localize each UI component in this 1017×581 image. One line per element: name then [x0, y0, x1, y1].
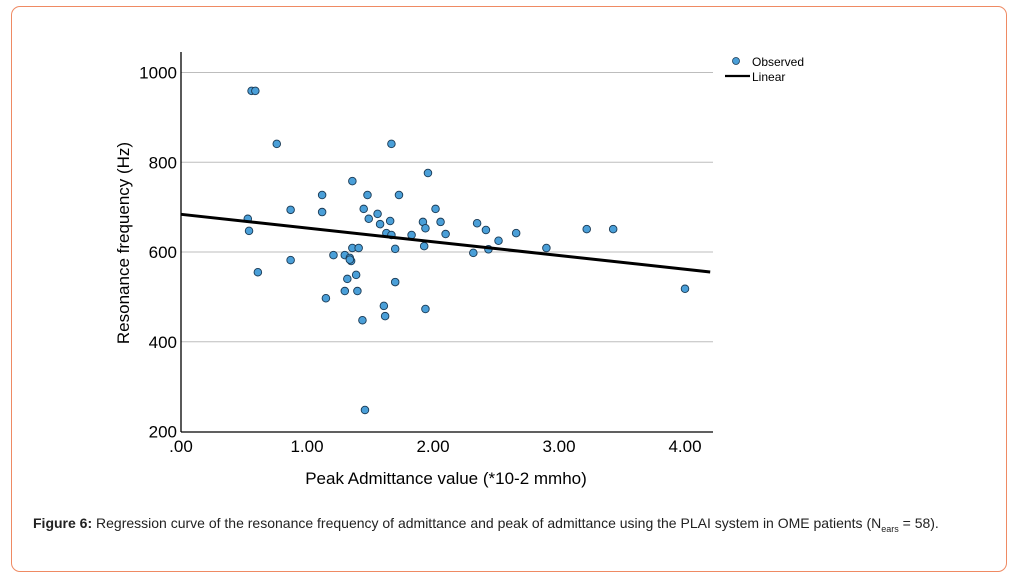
data-point — [358, 315, 367, 325]
x-tick-label: .00 — [169, 437, 193, 456]
linear-regression-line — [180, 212, 711, 274]
data-point — [431, 204, 440, 214]
data-point — [253, 267, 263, 277]
data-point — [421, 223, 430, 233]
data-point — [340, 286, 350, 296]
y-tick-label: 400 — [149, 333, 177, 352]
x-tick-label: 2.00 — [416, 437, 449, 456]
data-point — [317, 207, 327, 217]
data-point — [469, 248, 478, 258]
figure-frame — [11, 6, 1007, 572]
data-point — [251, 86, 260, 96]
x-tick-label: 1.00 — [290, 437, 323, 456]
data-point — [421, 304, 430, 314]
legend: Observed Linear — [725, 55, 804, 84]
data-point — [348, 176, 357, 186]
y-tick-label: 600 — [149, 243, 177, 262]
data-point — [286, 255, 295, 265]
data-point — [345, 255, 355, 264]
data-point — [353, 286, 362, 296]
data-point — [375, 219, 385, 229]
data-point — [394, 190, 404, 200]
data-point — [680, 284, 690, 294]
data-point — [360, 405, 370, 415]
data-point — [385, 216, 395, 226]
legend-observed-label: Observed — [752, 55, 804, 69]
data-point — [407, 230, 416, 240]
y-axis-label: Resonance frequency (Hz) — [114, 142, 133, 344]
legend-linear-label: Linear — [752, 70, 785, 84]
data-point — [373, 209, 382, 219]
caption-text-end: = 58). — [898, 515, 939, 531]
scatter-chart: 200 400 600 800 1000 .00 1.00 2.00 3.00 4.00 Res… — [114, 52, 804, 488]
legend-observed-marker — [732, 57, 740, 65]
data-point — [390, 244, 400, 254]
y-tick-label: 200 — [149, 423, 177, 442]
data-point — [244, 226, 254, 236]
gridlines — [181, 72, 713, 343]
figure-caption: Figure 6: Regression curve of the resona… — [33, 514, 993, 538]
data-point — [380, 311, 390, 321]
data-point — [441, 229, 450, 239]
data-point — [364, 214, 373, 224]
data-point — [354, 243, 363, 253]
y-tick-label: 1000 — [139, 64, 177, 83]
x-tick-labels: .00 1.00 2.00 3.00 4.00 — [169, 437, 701, 456]
y-tick-label: 800 — [149, 153, 177, 172]
data-point — [472, 219, 482, 228]
data-point — [423, 168, 433, 178]
data-point — [286, 205, 295, 215]
data-point — [494, 236, 503, 246]
data-point — [351, 270, 361, 280]
data-point — [582, 224, 591, 234]
data-point — [436, 217, 445, 227]
data-point — [359, 204, 368, 214]
data-point — [321, 293, 331, 303]
data-point — [481, 225, 491, 235]
x-tick-label: 4.00 — [668, 437, 701, 456]
data-point — [272, 139, 282, 149]
data-point — [329, 250, 338, 260]
data-point — [511, 228, 521, 238]
x-tick-label: 3.00 — [542, 437, 575, 456]
data-point — [379, 301, 389, 311]
data-point — [419, 241, 429, 251]
data-point — [390, 277, 400, 287]
caption-text: Regression curve of the resonance freque… — [92, 515, 882, 531]
y-tick-labels: 200 400 600 800 1000 — [139, 64, 177, 442]
data-point — [542, 243, 551, 253]
observed-points — [243, 86, 690, 415]
data-point — [387, 139, 396, 149]
data-point — [608, 224, 618, 234]
data-point — [363, 190, 372, 200]
data-point — [343, 274, 352, 284]
x-axis-label: Peak Admittance value (*10-2 mmho) — [305, 469, 587, 488]
caption-subscript: ears — [881, 523, 899, 534]
caption-label: Figure 6: — [33, 515, 93, 531]
data-point — [317, 190, 327, 200]
